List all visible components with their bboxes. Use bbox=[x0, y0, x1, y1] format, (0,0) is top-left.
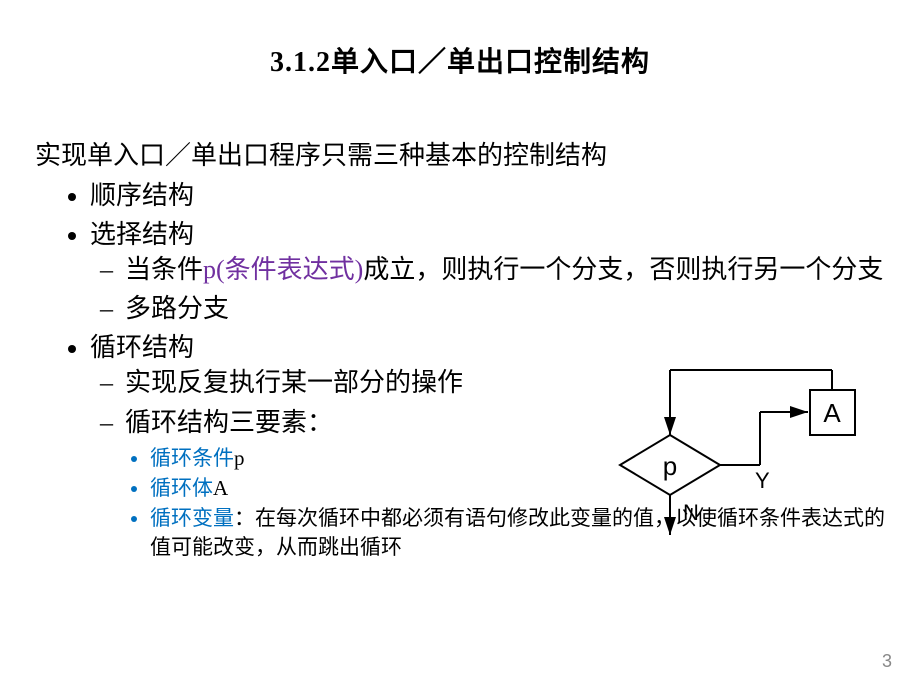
loop-flowchart: p Y A N bbox=[595, 345, 875, 545]
cond-post: 成立，则执行一个分支，否则执行另一个分支 bbox=[363, 255, 883, 284]
cond-expr: p(条件表达式) bbox=[203, 255, 363, 284]
loop-elements: 循环结构三要素： bbox=[125, 405, 615, 440]
slide: 3.1.2单入口／单出口控制结构 实现单入口／单出口程序只需三种基本的控制结构 … bbox=[0, 0, 920, 690]
selection-condition: 当条件p(条件表达式)成立，则执行一个分支，否则执行另一个分支 bbox=[125, 252, 885, 287]
loop-condition-label: 循环条件 bbox=[150, 446, 234, 470]
item-sequence: 顺序结构 bbox=[90, 178, 885, 213]
item-selection-label: 选择结构 bbox=[90, 220, 194, 249]
loop-repeat: 实现反复执行某一部分的操作 bbox=[125, 365, 615, 400]
page-number: 3 bbox=[882, 651, 892, 672]
slide-title: 3.1.2单入口／单出口控制结构 bbox=[35, 40, 885, 80]
node-decision-label: p bbox=[663, 451, 677, 481]
loop-condition-sym: p bbox=[234, 446, 245, 470]
selection-multiway: 多路分支 bbox=[125, 291, 885, 326]
loop-body-label: 循环体 bbox=[150, 476, 213, 500]
loop-variable-label: 循环变量 bbox=[150, 506, 234, 530]
loop-body-sym: A bbox=[213, 476, 228, 500]
node-body-label: A bbox=[823, 398, 841, 428]
edge-n-label: N bbox=[683, 500, 699, 525]
item-loop-label: 循环结构 bbox=[90, 333, 194, 362]
item-selection: 选择结构 当条件p(条件表达式)成立，则执行一个分支，否则执行另一个分支 多路分… bbox=[90, 217, 885, 326]
flowchart-svg: p Y A N bbox=[595, 345, 875, 545]
intro-text: 实现单入口／单出口程序只需三种基本的控制结构 bbox=[35, 135, 885, 172]
cond-pre: 当条件 bbox=[125, 255, 203, 284]
edge-y-label: Y bbox=[755, 468, 770, 493]
selection-sublist: 当条件p(条件表达式)成立，则执行一个分支，否则执行另一个分支 多路分支 bbox=[90, 252, 885, 326]
